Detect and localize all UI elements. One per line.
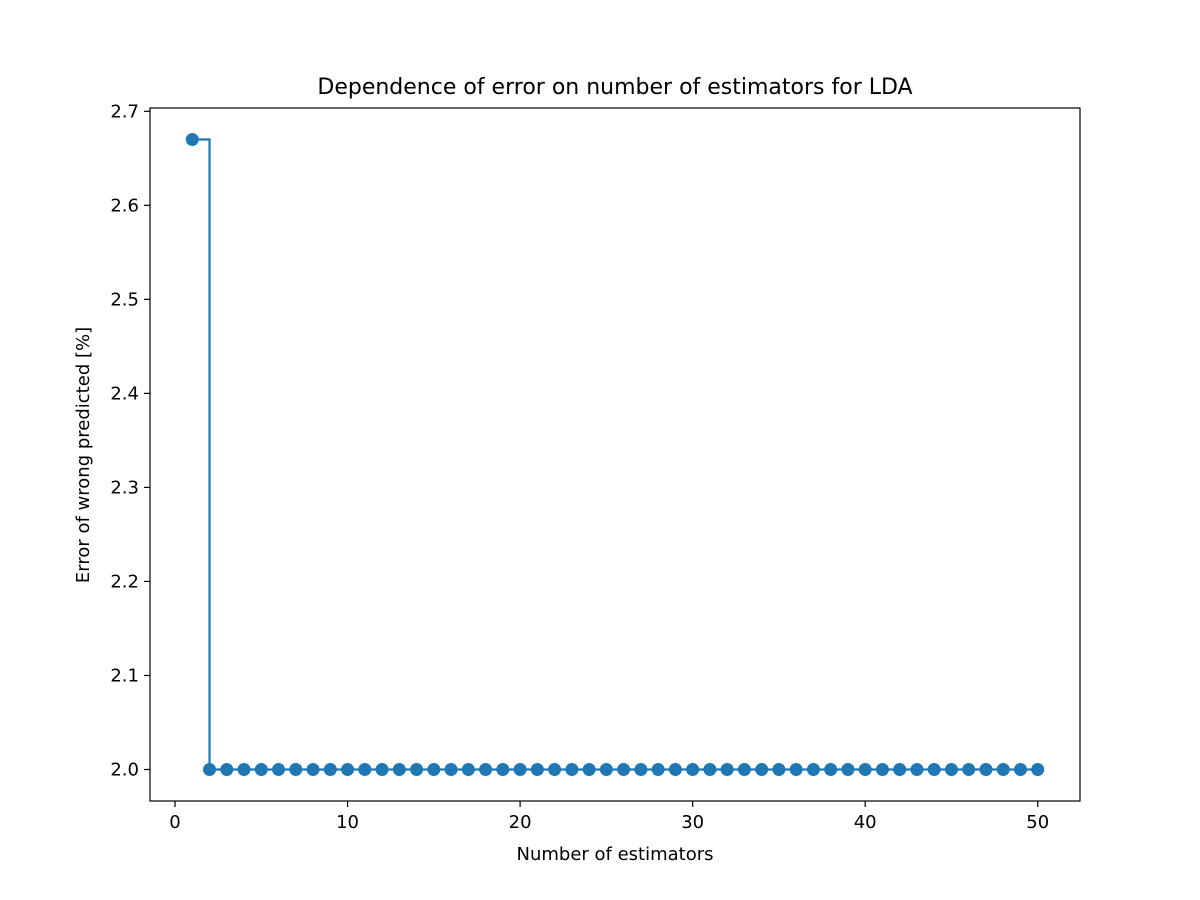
x-tick-label: 40 <box>854 812 877 833</box>
data-point <box>1031 763 1045 776</box>
data-point <box>737 763 751 776</box>
data-point <box>410 763 424 776</box>
data-point <box>651 763 665 776</box>
data-point <box>272 763 286 776</box>
data-point <box>461 763 475 776</box>
data-point <box>530 763 544 776</box>
data-point <box>789 763 803 776</box>
x-tick-label: 20 <box>509 812 532 833</box>
data-point <box>806 763 820 776</box>
data-point <box>582 763 596 776</box>
ticks-layer: 0 10 20 30 40 50 2.0 2.1 2.2 2.3 2.4 2.5 2.6 2.7 <box>110 101 1049 833</box>
data-point <box>910 763 924 776</box>
data-point <box>927 763 941 776</box>
data-point <box>341 763 355 776</box>
data-point <box>979 763 993 776</box>
data-point <box>772 763 786 776</box>
data-point <box>185 133 199 146</box>
y-axis-label: Error of wrong predicted [%] <box>73 327 94 583</box>
axes-frame <box>149 107 1081 802</box>
y-tick-label: 2.5 <box>110 289 139 310</box>
data-point <box>858 763 872 776</box>
data-point <box>548 763 562 776</box>
chart-title: Dependence of error on number of estimat… <box>317 75 912 100</box>
data-point <box>875 763 889 776</box>
data-point <box>996 763 1010 776</box>
data-point <box>893 763 907 776</box>
data-point <box>323 763 337 776</box>
data-point <box>824 763 838 776</box>
data-point <box>634 763 648 776</box>
data-point <box>513 763 527 776</box>
x-tick-label: 0 <box>169 812 180 833</box>
data-point <box>496 763 510 776</box>
plot-area: 0 10 20 30 40 50 2.0 2.1 2.2 2.3 2.4 2.5 2.6 2.7 <box>110 101 1081 833</box>
data-point <box>479 763 493 776</box>
data-point <box>599 763 613 776</box>
x-tick-label: 10 <box>336 812 359 833</box>
data-point <box>841 763 855 776</box>
y-tick-label: 2.3 <box>110 477 139 498</box>
data-point <box>427 763 441 776</box>
data-point <box>617 763 631 776</box>
y-tick-label: 2.2 <box>110 571 139 592</box>
data-point <box>220 763 234 776</box>
x-axis-label: Number of estimators <box>516 844 713 865</box>
y-tick-label: 2.4 <box>110 383 139 404</box>
data-point <box>254 763 268 776</box>
data-point <box>237 763 251 776</box>
data-point <box>306 763 320 776</box>
data-point <box>392 763 406 776</box>
data-point <box>565 763 579 776</box>
x-tick-label: 30 <box>681 812 704 833</box>
y-tick-label: 2.7 <box>110 101 139 122</box>
y-tick-label: 2.0 <box>110 760 139 781</box>
data-point <box>203 763 217 776</box>
y-tick-label: 2.6 <box>110 195 139 216</box>
data-point <box>944 763 958 776</box>
data-point <box>358 763 372 776</box>
data-point <box>703 763 717 776</box>
y-tick-label: 2.1 <box>110 665 139 686</box>
series-layer <box>185 133 1045 776</box>
data-point <box>289 763 303 776</box>
data-point <box>962 763 976 776</box>
data-point <box>375 763 389 776</box>
data-point <box>1013 763 1027 776</box>
data-point <box>755 763 769 776</box>
data-point <box>686 763 700 776</box>
data-point <box>668 763 682 776</box>
data-point <box>444 763 458 776</box>
x-tick-label: 50 <box>1026 812 1049 833</box>
data-point <box>720 763 734 776</box>
